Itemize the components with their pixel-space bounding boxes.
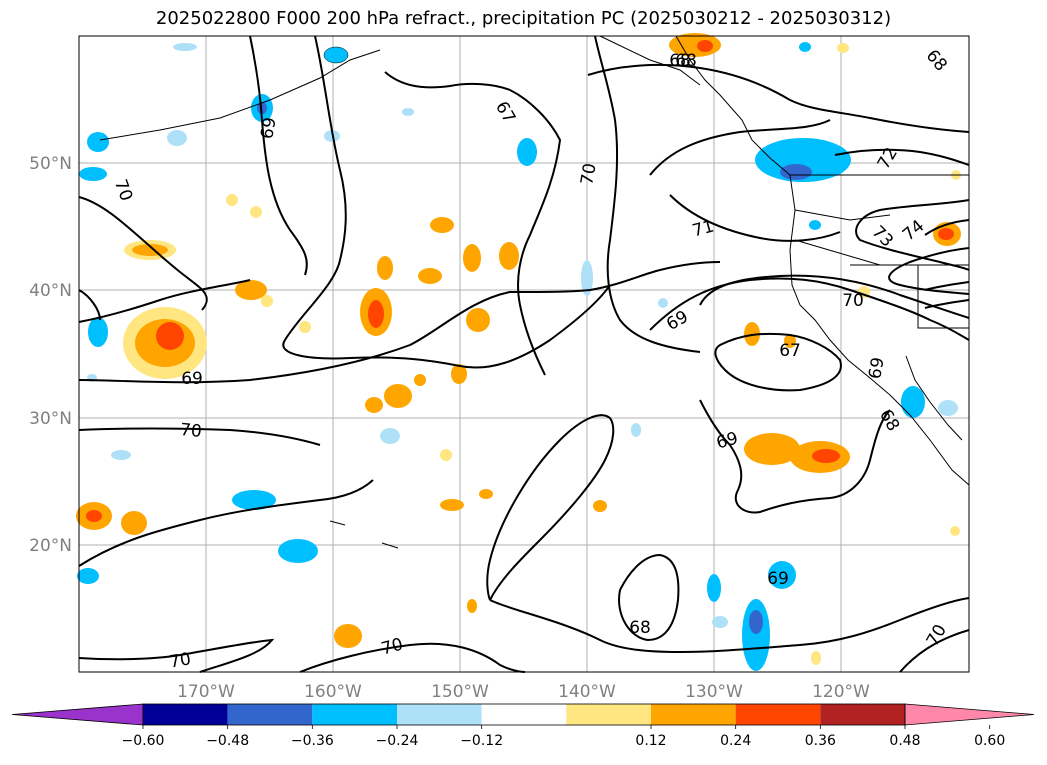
colorbar-tick-label: 0.60	[974, 733, 1005, 749]
colorbar-swatch	[481, 704, 567, 725]
latitude-label: 50°N	[29, 154, 72, 174]
longitude-label: 150°W	[431, 682, 489, 702]
colorbar-tick-label: 0.36	[805, 733, 836, 749]
contour-label: 68	[629, 618, 651, 638]
longitude-label: 140°W	[558, 682, 616, 702]
contour-label: 69	[257, 116, 280, 141]
longitude-label: 120°W	[812, 682, 870, 702]
colorbar-extend-high	[904, 703, 1035, 726]
longitude-label: 130°W	[685, 682, 743, 702]
contour-label: 69	[865, 356, 888, 381]
refractivity-contours	[78, 35, 970, 673]
contour-label: 70	[842, 291, 864, 311]
colorbar-tick-label: 0.12	[635, 733, 666, 749]
longitude-label: 170°W	[177, 682, 235, 702]
colorbar-tick-label: −0.24	[376, 733, 419, 749]
colorbar-tick-label: −0.48	[206, 733, 249, 749]
colorbar-swatch	[566, 704, 651, 725]
colorbar-swatch	[651, 704, 736, 725]
contour-label: 69	[181, 369, 203, 389]
contour-label: 70	[168, 649, 193, 672]
precip-shading	[76, 33, 961, 671]
colorbar-tick-label: −0.36	[291, 733, 334, 749]
contour-label: 68	[675, 51, 697, 71]
latitude-label: 30°N	[29, 409, 72, 429]
colorbar-tick-label: −0.12	[460, 733, 503, 749]
colorbar-swatch	[227, 704, 313, 725]
contour-label: 70	[179, 420, 202, 442]
colorbar-tick-label: −0.60	[122, 733, 165, 749]
colorbar-swatch	[820, 704, 905, 725]
contour-label: 68	[669, 51, 691, 71]
latitude-labels: 50°N 40°N 30°N 20°N	[29, 154, 72, 556]
colorbar-swatch	[143, 704, 228, 725]
latitude-label: 20°N	[29, 536, 72, 556]
latitude-label: 40°N	[29, 281, 72, 301]
chart-title: 2025022800 F000 200 hPa refract., precip…	[155, 8, 892, 29]
colorbar-extend-low	[11, 703, 144, 726]
colorbar: −0.60 −0.48 −0.36 −0.24 −0.12 0.12 0.24 0.36 0.4…	[11, 703, 1035, 749]
contour-label: 69	[767, 569, 789, 589]
colorbar-tick-label: 0.48	[889, 733, 920, 749]
colorbar-swatch	[397, 704, 482, 725]
map-frame	[78, 35, 970, 673]
colorbar-tick-label: 0.24	[720, 733, 751, 749]
colorbar-swatch	[735, 704, 821, 725]
contour-label: 67	[779, 341, 801, 361]
contour-label: 70	[577, 162, 600, 187]
longitude-label: 160°W	[304, 682, 362, 702]
colorbar-swatch	[312, 704, 397, 725]
longitude-labels: 170°W 160°W 150°W 140°W 130°W 120°W	[177, 682, 870, 702]
